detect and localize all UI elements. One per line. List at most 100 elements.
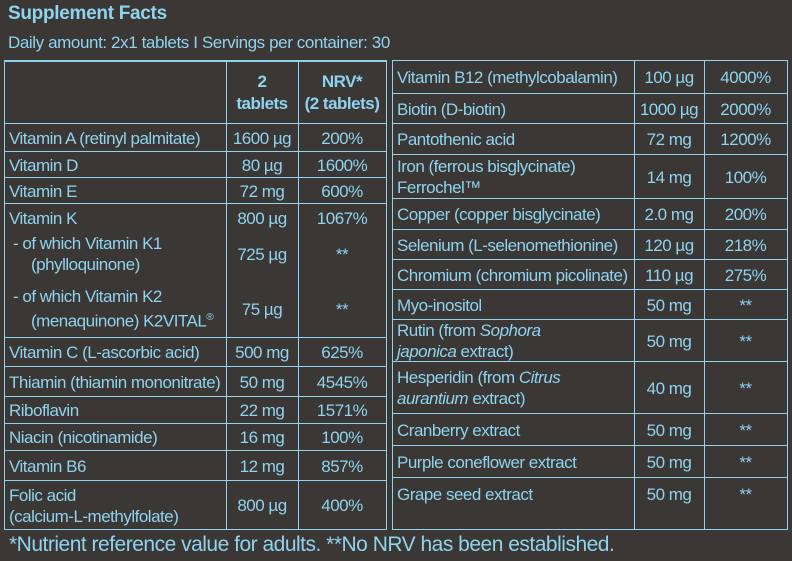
nutrient-nrv: ** bbox=[739, 452, 752, 472]
nutrient-nrv: ** bbox=[739, 420, 752, 440]
amount-header-line1: 2 bbox=[257, 72, 267, 91]
nutrient-amount: 50 mg bbox=[646, 420, 692, 440]
table-row: Hesperidin (from Citrus aurantium extract… bbox=[393, 361, 787, 414]
table-row: Vitamin B6 12 mg 857% bbox=[5, 450, 386, 481]
table-row: Chromium (chromium picolinate) 110 µg 275% bbox=[393, 259, 787, 290]
nutrient-name: Cranberry extract bbox=[397, 420, 520, 440]
left-nutrient-table: 2 tablets NRV* (2 tablets) Vitamin A (re… bbox=[4, 60, 387, 530]
nutrient-amount: 1600 µg bbox=[232, 128, 292, 148]
vitamin-k2-name: - of which Vitamin K2 (menaquinone) K2VI… bbox=[13, 284, 214, 334]
nutrient-amount: 40 mg bbox=[646, 378, 692, 398]
nutrient-name: Pantothenic acid bbox=[397, 130, 515, 149]
nutrient-name: Biotin (D-biotin) bbox=[397, 99, 506, 119]
nutrient-amount: 12 mg bbox=[239, 456, 285, 476]
table-row: Folic acid (calcium-L-methylfolate) 800 … bbox=[5, 480, 386, 530]
nutrient-name: Purple coneflower extract bbox=[397, 452, 577, 472]
nutrient-name: Rutin (from Sophora japonica extract) bbox=[397, 321, 541, 361]
right-nutrient-table: Vitamin B12 (methylcobalamin) 100 µg 4000%… bbox=[392, 60, 788, 530]
nutrient-name: Myo-inositol bbox=[397, 295, 482, 315]
name-line1: Folic acid bbox=[9, 485, 76, 505]
nutrient-name: Hesperidin (from Citrus aurantium extract… bbox=[397, 368, 561, 408]
nutrient-amount: 800 µg bbox=[237, 208, 287, 228]
table-row: Iron (ferrous bisglycinate) Ferrochel™ 14 … bbox=[393, 154, 787, 199]
k2-amount: 75 µg bbox=[241, 299, 283, 319]
k2-line1: - of which Vitamin K2 bbox=[13, 287, 162, 307]
vitamin-k-block: Vitamin K 800 µg 1067% - of which Vitami… bbox=[5, 203, 386, 338]
nutrient-name: Copper (copper bisglycinate) bbox=[397, 205, 601, 224]
footnote: *Nutrient reference value for adults. **… bbox=[9, 533, 615, 556]
nutrient-amount: 80 µg bbox=[241, 155, 283, 175]
nutrient-name: Vitamin K bbox=[9, 208, 77, 228]
table-row: Purple coneflower extract 50 mg ** bbox=[393, 445, 787, 478]
nutrient-amount: 50 mg bbox=[646, 452, 692, 472]
k1-line1: - of which Vitamin K1 bbox=[13, 234, 162, 253]
nutrient-nrv: 1200% bbox=[720, 130, 771, 149]
nutrient-nrv: 218% bbox=[724, 235, 767, 255]
serving-info: Daily amount: 2x1 tablets I Servings per… bbox=[8, 33, 390, 52]
nutrient-amount: 1000 µg bbox=[639, 99, 699, 119]
table-row: Pantothenic acid 72 mg 1200% bbox=[393, 123, 787, 155]
nutrient-name: Vitamin A (retinyl palmitate) bbox=[9, 128, 201, 148]
nutrient-nrv: 857% bbox=[321, 456, 363, 476]
nutrient-amount: 800 µg bbox=[237, 496, 287, 515]
nutrient-amount: 100 µg bbox=[644, 67, 694, 87]
nutrient-amount: 2.0 mg bbox=[644, 205, 694, 224]
table-row: Myo-inositol 50 mg ** bbox=[393, 289, 787, 320]
table-row: Thiamin (thiamin mononitrate) 50 mg 4545… bbox=[5, 366, 386, 397]
nutrient-nrv: 100% bbox=[724, 167, 767, 187]
table-row: Vitamin D 80 µg 1600% bbox=[5, 151, 386, 178]
table-row: Niacin (nicotinamide) 16 mg 100% bbox=[5, 423, 386, 451]
nutrient-name: Vitamin B12 (methylcobalamin) bbox=[397, 67, 618, 87]
nutrient-amount: 50 mg bbox=[646, 484, 692, 504]
nutrient-nrv: ** bbox=[739, 378, 752, 398]
nutrient-nrv: 275% bbox=[724, 265, 767, 285]
vitamin-k1-name: - of which Vitamin K1 (phylloquinone) bbox=[13, 232, 162, 276]
nutrient-nrv: ** bbox=[739, 484, 752, 504]
nutrient-nrv: 1600% bbox=[316, 155, 368, 175]
nutrient-nrv: 1067% bbox=[316, 208, 368, 228]
nutrient-name: Grape seed extract bbox=[397, 484, 533, 504]
k1-nrv: ** bbox=[335, 244, 349, 264]
amount-header-line2: tablets bbox=[236, 94, 288, 113]
nutrient-amount: 120 µg bbox=[644, 235, 694, 255]
nutrient-nrv: ** bbox=[739, 331, 752, 351]
nutrient-name: Vitamin B6 bbox=[9, 456, 86, 476]
name-line2: (calcium-L-methylfolate) bbox=[9, 506, 179, 526]
table-row: Vitamin A (retinyl palmitate) 1600 µg 20… bbox=[5, 123, 386, 152]
nutrient-amount: 16 mg bbox=[239, 428, 285, 447]
table-row: Vitamin C (L-ascorbic acid) 500 mg 625% bbox=[5, 337, 386, 367]
nutrient-name: Folic acid (calcium-L-methylfolate) bbox=[9, 481, 179, 530]
nutrient-amount: 110 µg bbox=[644, 265, 694, 285]
nutrient-name: Chromium (chromium picolinate) bbox=[397, 265, 628, 285]
nutrient-nrv: 4000% bbox=[720, 67, 771, 87]
nutrient-amount: 50 mg bbox=[646, 295, 692, 315]
nutrient-nrv: 4545% bbox=[316, 372, 368, 392]
table-row: Grape seed extract 50 mg ** bbox=[393, 477, 787, 510]
nutrient-nrv: 625% bbox=[321, 343, 363, 362]
nutrient-name: Iron (ferrous bisglycinate) Ferrochel™ bbox=[397, 157, 576, 197]
nutrient-name: Vitamin D bbox=[9, 155, 78, 175]
k2-nrv: ** bbox=[335, 299, 349, 319]
nutrient-name: Riboflavin bbox=[9, 401, 79, 420]
k1-line2: (phylloquinone) bbox=[31, 255, 140, 274]
nutrient-nrv: 200% bbox=[321, 128, 363, 148]
nutrient-nrv: 200% bbox=[724, 205, 767, 224]
nutrient-nrv: ** bbox=[739, 295, 752, 315]
nutrient-name: Vitamin C (L-ascorbic acid) bbox=[9, 343, 200, 362]
registered-mark: ® bbox=[206, 312, 214, 324]
table-row: Copper (copper bisglycinate) 2.0 mg 200% bbox=[393, 198, 787, 230]
nutrient-nrv: 1571% bbox=[316, 401, 368, 420]
table-row: Selenium (L-selenomethionine) 120 µg 218% bbox=[393, 229, 787, 260]
nrv-header-line1: NRV* bbox=[321, 72, 363, 91]
nutrient-nrv: 100% bbox=[321, 428, 363, 447]
table-row: Vitamin E 72 mg 600% bbox=[5, 177, 386, 204]
table-row: Vitamin B12 (methylcobalamin) 100 µg 4000% bbox=[393, 61, 787, 93]
nutrient-amount: 50 mg bbox=[646, 331, 692, 351]
nutrient-amount: 50 mg bbox=[239, 372, 285, 392]
nrv-header-line2: (2 tablets) bbox=[304, 94, 380, 113]
table-row: Biotin (D-biotin) 1000 µg 2000% bbox=[393, 93, 787, 124]
supplement-title: Supplement Facts bbox=[8, 3, 167, 24]
table-row: Cranberry extract 50 mg ** bbox=[393, 413, 787, 446]
nutrient-nrv: 400% bbox=[321, 496, 363, 515]
nutrient-nrv: 600% bbox=[321, 181, 363, 201]
